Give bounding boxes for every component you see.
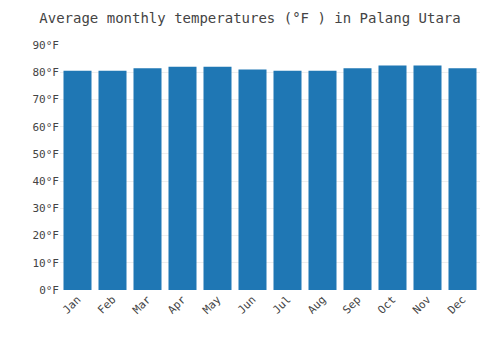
svg-text:Jul: Jul (270, 293, 293, 316)
svg-text:70°F: 70°F (33, 93, 60, 106)
svg-text:50°F: 50°F (33, 148, 60, 161)
svg-text:0°F: 0°F (39, 284, 59, 297)
svg-text:20°F: 20°F (33, 229, 60, 242)
svg-text:Jun: Jun (235, 293, 258, 316)
svg-text:10°F: 10°F (33, 257, 60, 270)
svg-text:May: May (200, 293, 224, 317)
svg-text:Aug: Aug (305, 293, 328, 316)
svg-text:Jan: Jan (60, 293, 83, 316)
svg-text:Dec: Dec (445, 293, 468, 316)
svg-text:Mar: Mar (130, 293, 154, 317)
svg-text:Sep: Sep (340, 293, 363, 316)
svg-text:90°F: 90°F (33, 39, 60, 52)
svg-text:Nov: Nov (410, 293, 434, 317)
svg-text:Feb: Feb (95, 293, 118, 316)
svg-text:Average monthly temperatures (: Average monthly temperatures (°F ) in Pa… (39, 10, 460, 26)
svg-text:Apr: Apr (165, 293, 189, 317)
svg-text:40°F: 40°F (33, 175, 60, 188)
svg-text:Oct: Oct (375, 293, 398, 316)
svg-text:80°F: 80°F (33, 66, 60, 79)
svg-text:30°F: 30°F (33, 202, 60, 215)
svg-text:60°F: 60°F (33, 121, 60, 134)
